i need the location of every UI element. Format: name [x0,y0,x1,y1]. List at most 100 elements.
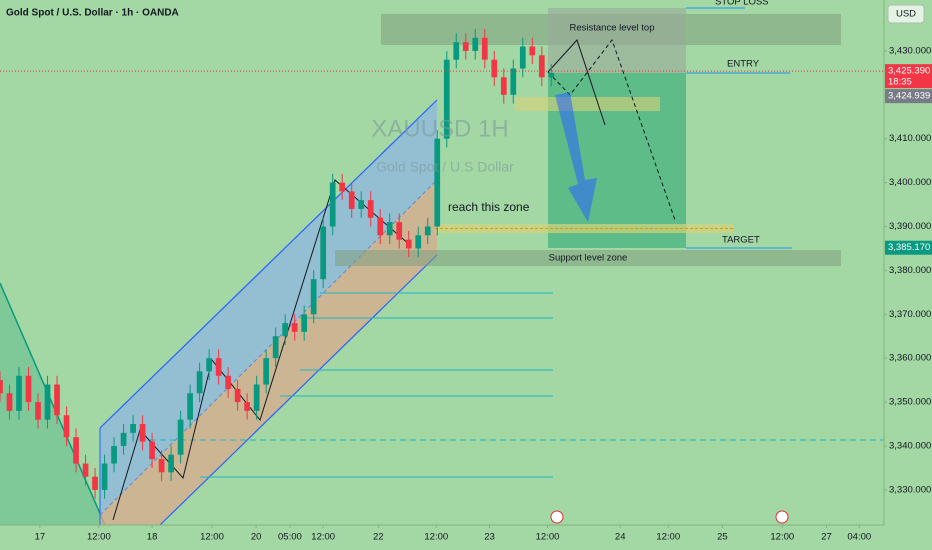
x-tick-label: 12:00 [311,532,335,543]
candle-body [367,200,374,218]
candle-body [234,388,241,403]
annotation: STOP LOSS [715,0,769,8]
candle-body [396,222,403,240]
candle-body [434,138,441,227]
candle-body [6,393,13,411]
candle-body [35,402,41,420]
chart-title: Gold Spot / U.S. Dollar · 1h · OANDA [6,8,179,19]
x-tick-label: 05:00 [278,532,302,543]
candle-body [0,380,3,394]
candle-body [44,384,51,420]
x-tick-label: 25 [717,532,728,543]
candle-body [510,68,517,95]
price-label: 3,425.390 [888,66,930,77]
candle-body [73,437,79,464]
stop-zone [548,8,686,73]
candle-body [139,424,146,442]
x-tick-label: 12:00 [424,532,448,543]
currency: USD [896,9,916,20]
candle-body [329,182,336,227]
candle-body [548,72,555,78]
watermark-subtitle: Gold Spot / U.S Dollar [376,159,514,175]
y-tick-label: 3,370.000 [889,309,931,320]
candle-body [301,314,308,332]
x-tick-label: 20 [251,532,262,543]
candle-body [130,424,136,433]
candle-body [196,371,203,394]
candle-body [405,239,412,249]
candle-body [272,336,279,359]
x-tick-label: 12:00 [87,532,111,543]
candle-body [415,235,422,249]
candle-body [244,402,250,411]
candle-body [111,445,117,464]
y-tick-label: 3,400.000 [889,177,931,188]
left-zone-edge [0,282,106,526]
y-tick-label: 3,410.000 [889,133,931,144]
candle-body [472,37,479,51]
candle-body [253,384,260,411]
candle-body [149,441,155,460]
candle-body [54,384,60,416]
candles [0,28,555,499]
annotation: TARGET [722,235,760,246]
candle-body [82,463,89,477]
x-tick-label: 12:00 [656,532,680,543]
candle-body [386,222,393,236]
candle-body [92,476,98,490]
price-label: 3,385.170 [888,242,930,253]
channel-lower [100,180,437,525]
x-tick-label: 27 [821,532,832,543]
candle-body [63,415,70,438]
candle-body [291,323,298,332]
candle-body [310,279,317,315]
candle-body [348,191,355,209]
candle-body [263,358,270,385]
reach-zone [435,224,733,233]
price-label-box [885,64,932,89]
event-icon[interactable] [550,510,564,524]
event-icon[interactable] [775,510,789,524]
y-tick-label: 3,340.000 [889,441,931,452]
annotation: reach this zone [448,200,530,214]
annotation: ENTRY [727,59,760,70]
projection-alt [547,38,676,221]
channel-bottom [159,254,438,526]
candle-body [453,42,460,60]
watermark: XAUUSD 1H [371,115,508,142]
candle-body [225,375,231,389]
candle-body [101,463,108,490]
price-label-box [885,89,932,104]
annotation: Support level zone [549,253,628,264]
candle-body [282,323,289,337]
projection [547,39,606,126]
candle-body [538,55,545,78]
candle-body [215,358,222,376]
x-tick-label: 18 [147,532,158,543]
x-tick-label: 22 [373,532,384,543]
y-tick-label: 3,380.000 [889,265,931,276]
candle-body [443,59,450,139]
currency-box[interactable] [887,4,925,24]
candle-body [519,46,526,69]
x-tick-label: 04:00 [847,532,871,543]
candle-body [187,393,193,420]
down-arrow [555,92,597,222]
y-tick-label: 3,360.000 [889,353,931,364]
y-tick-label: 3,350.000 [889,397,931,408]
candle-body [206,358,212,372]
x-tick-label: 12:00 [770,532,794,543]
support-zone [335,250,841,266]
x-tick-label: 17 [35,532,46,543]
candle-body [377,217,384,236]
channel-top [99,99,438,429]
candle-body [462,42,469,51]
candle-body [177,419,184,455]
candle-body [491,59,498,78]
entry-zone [515,97,660,111]
candle-body [481,37,488,60]
candle-body [25,375,32,403]
candle-body [168,454,174,473]
candle-body [158,459,165,473]
